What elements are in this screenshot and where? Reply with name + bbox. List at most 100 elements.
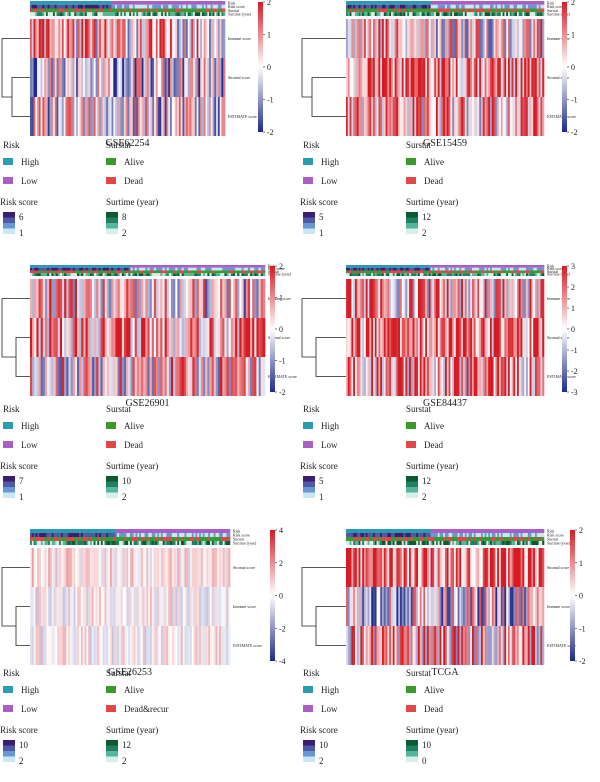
heat-cell	[134, 19, 137, 58]
risk-cell	[51, 529, 54, 533]
risk-score-cell	[168, 533, 171, 537]
heat-cell	[92, 19, 95, 58]
heat-cell	[434, 548, 437, 587]
heat-cell	[262, 279, 266, 318]
heat-cell	[531, 357, 534, 396]
heat-cell	[49, 97, 52, 136]
heat-cell	[53, 279, 56, 318]
surtime-cell	[98, 273, 101, 276]
heat-cell	[206, 587, 209, 626]
surstat-cell	[235, 270, 238, 274]
surstat-cell	[445, 270, 448, 274]
heat-cell	[135, 626, 138, 665]
surtime-cell	[68, 541, 71, 545]
surstat-cell	[376, 270, 379, 274]
heat-cell	[177, 279, 180, 318]
risk-score-cell	[113, 533, 116, 537]
heat-cell	[113, 279, 116, 318]
risk-score-cell	[109, 267, 112, 271]
heat-cell	[473, 58, 476, 97]
heat-cell	[125, 19, 128, 58]
heat-cell	[97, 626, 100, 665]
risk-cell	[158, 265, 161, 268]
heat-cell	[113, 58, 116, 97]
risk-cell	[450, 265, 453, 268]
risk-cell	[59, 265, 63, 268]
heat-cell	[536, 19, 539, 58]
risk-score-cell	[155, 533, 158, 537]
surtime-cell	[410, 541, 413, 545]
risk-cell	[450, 1, 453, 5]
risk-score-cell	[64, 267, 67, 271]
heat-cell	[392, 318, 395, 357]
surstat-cell	[535, 270, 538, 274]
risk-score-cell	[425, 4, 428, 9]
legend-score-step	[3, 740, 15, 746]
heat-cell	[396, 318, 399, 357]
heat-cell	[497, 97, 500, 136]
heat-cell	[358, 548, 361, 587]
risk-cell	[358, 1, 361, 5]
risk-score-cell	[522, 4, 525, 9]
color-bar-tick-label: 2	[279, 262, 283, 271]
heat-cell	[364, 318, 367, 357]
risk-score-cell	[378, 267, 381, 271]
surtime-cell	[237, 273, 240, 276]
risk-cell	[360, 265, 363, 268]
heat-cell	[529, 587, 532, 626]
surstat-cell	[509, 537, 512, 541]
heat-cell	[102, 587, 105, 626]
surstat-cell	[141, 8, 144, 13]
surstat-cell	[228, 270, 232, 274]
surtime-cell	[106, 12, 109, 16]
heat-cell	[136, 58, 139, 97]
surtime-cell	[497, 12, 500, 16]
heat-cell	[473, 587, 476, 626]
heat-cell	[155, 626, 158, 665]
risk-score-cell	[441, 533, 444, 537]
surtime-cell	[73, 541, 76, 545]
heat-cell	[356, 97, 359, 136]
risk-cell	[219, 529, 222, 533]
risk-score-cell	[490, 533, 493, 537]
risk-cell	[155, 1, 158, 5]
surtime-cell	[53, 541, 56, 545]
heat-cell	[196, 318, 200, 357]
heat-cell	[448, 58, 451, 97]
risk-score-cell	[364, 4, 367, 9]
heat-cell	[347, 548, 350, 587]
heat-cell	[452, 587, 455, 626]
legend-time-step	[106, 476, 118, 482]
heat-cell	[179, 357, 182, 396]
risk-score-cell	[89, 267, 93, 271]
heat-cell	[367, 318, 370, 357]
surstat-cell	[430, 270, 433, 274]
risk-score-cell	[232, 267, 236, 271]
heat-cell	[439, 587, 442, 626]
risk-cell	[369, 529, 372, 533]
risk-cell	[409, 1, 412, 5]
risk-cell	[130, 265, 133, 268]
surtime-cell	[481, 273, 484, 276]
legend-swatch-surstat	[406, 705, 416, 712]
risk-score-cell	[55, 533, 58, 537]
heat-cell	[221, 58, 224, 97]
heat-cell	[515, 58, 518, 97]
heat-cell	[77, 58, 80, 97]
risk-score-cell	[205, 4, 208, 9]
surstat-cell	[110, 537, 113, 541]
surtime-cell	[95, 12, 98, 16]
heat-cell	[482, 318, 485, 357]
risk-score-cell	[346, 4, 349, 9]
surstat-cell	[223, 8, 226, 13]
surstat-cell	[351, 8, 354, 13]
risk-cell	[454, 529, 457, 533]
heat-cell	[445, 58, 448, 97]
risk-score-cell	[192, 267, 195, 271]
risk-cell	[34, 265, 37, 268]
surstat-cell	[166, 8, 169, 13]
surstat-cell	[362, 537, 365, 541]
heat-cell	[159, 587, 162, 626]
heat-cell	[531, 97, 534, 136]
surstat-cell	[76, 8, 79, 13]
